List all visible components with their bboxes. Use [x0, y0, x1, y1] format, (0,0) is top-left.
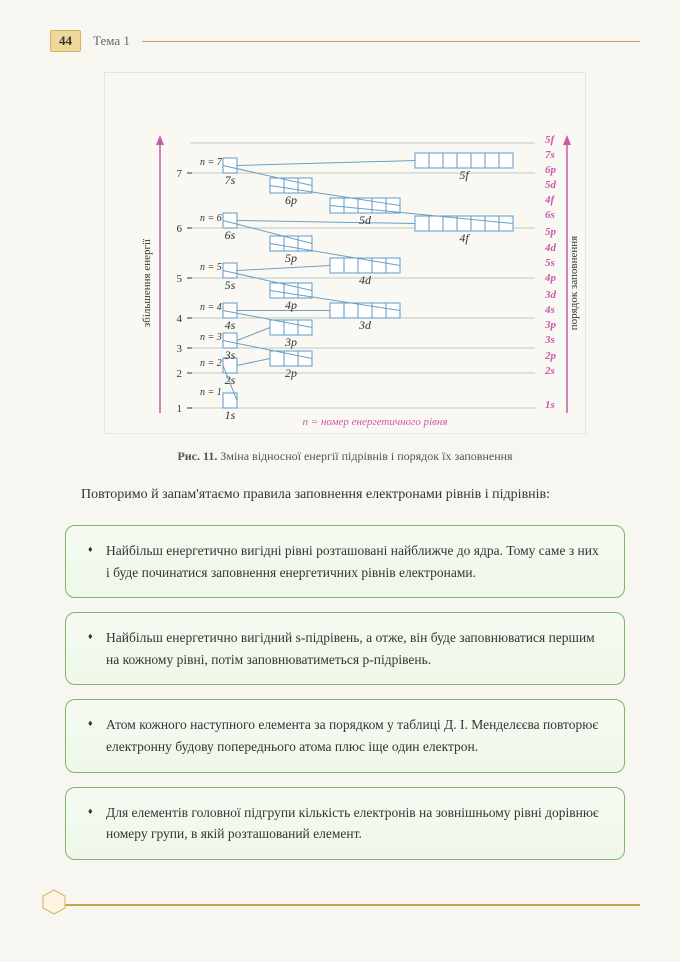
page-number: 44 [50, 30, 81, 52]
svg-text:збільшення енергії: збільшення енергії [141, 238, 153, 327]
svg-text:4p: 4p [285, 298, 297, 312]
rule-box: Атом кожного наступного елемента за поря… [65, 699, 625, 772]
rule-box: Найбільш енергетично вигідні рівні розта… [65, 525, 625, 598]
svg-text:4s: 4s [225, 318, 236, 332]
svg-text:3p: 3p [284, 335, 297, 349]
svg-text:n = 7: n = 7 [200, 157, 223, 168]
svg-text:1: 1 [177, 403, 183, 415]
svg-text:5d: 5d [359, 213, 372, 227]
svg-text:n = 2: n = 2 [200, 358, 222, 369]
rule-text: Найбільш енергетично вигідний s-підрівен… [88, 627, 602, 670]
svg-text:n = 1: n = 1 [200, 387, 222, 398]
rule-text: Найбільш енергетично вигідні рівні розта… [88, 540, 602, 583]
body-paragraph: Повторимо й запам'ятаємо правила заповне… [60, 484, 630, 505]
rule-text: Для елементів головної підгрупи кількіст… [88, 802, 602, 845]
svg-text:4f: 4f [459, 231, 470, 245]
svg-text:4s: 4s [544, 304, 555, 316]
svg-text:3d: 3d [358, 318, 372, 332]
svg-text:2p: 2p [285, 366, 297, 380]
svg-text:4d: 4d [544, 242, 557, 254]
svg-text:3p: 3p [544, 319, 557, 331]
svg-text:порядок заповнення: порядок заповнення [568, 236, 580, 330]
svg-text:3s: 3s [544, 334, 555, 346]
svg-text:n = 4: n = 4 [200, 302, 222, 313]
svg-text:5f: 5f [459, 168, 470, 182]
svg-text:4f: 4f [544, 194, 556, 206]
topic-label: Тема 1 [93, 33, 130, 49]
svg-text:6p: 6p [285, 193, 297, 207]
svg-text:5p: 5p [285, 251, 297, 265]
figure-caption-text: Зміна відносної енергії підрівнів і поря… [220, 449, 512, 463]
svg-text:4: 4 [177, 313, 183, 325]
svg-text:2s: 2s [544, 365, 555, 377]
svg-text:3s: 3s [224, 348, 236, 362]
energy-diagram: 1 2 3 4 5 6 7 n = 1 n = 2 n = 3 n = 4 n = 5 n = 6 n =… [104, 72, 586, 434]
svg-text:n = номер енергетичного рівня: n = номер енергетичного рівня [303, 416, 448, 428]
svg-text:3d: 3d [544, 289, 557, 301]
svg-text:4p: 4p [544, 272, 557, 284]
svg-text:1s: 1s [225, 408, 236, 422]
svg-text:n = 3: n = 3 [200, 332, 222, 343]
svg-text:4d: 4d [359, 273, 372, 287]
rule-box: Для елементів головної підгрупи кількіст… [65, 787, 625, 860]
page-header: 44 Тема 1 [50, 30, 640, 52]
header-rule [142, 41, 640, 42]
svg-text:1s: 1s [545, 399, 555, 411]
svg-text:2: 2 [177, 368, 183, 380]
rule-box: Найбільш енергетично вигідний s-підрівен… [65, 612, 625, 685]
footer-rule [50, 904, 640, 906]
svg-text:7: 7 [177, 168, 183, 180]
svg-text:5f: 5f [545, 134, 556, 146]
svg-text:7s: 7s [545, 149, 555, 161]
rule-text: Атом кожного наступного елемента за поря… [88, 714, 602, 757]
svg-text:5d: 5d [545, 179, 557, 191]
svg-text:7s: 7s [225, 173, 236, 187]
svg-text:5s: 5s [225, 278, 236, 292]
svg-text:5: 5 [177, 273, 183, 285]
svg-text:n = 6: n = 6 [200, 213, 222, 224]
svg-text:6s: 6s [225, 228, 236, 242]
hexagon-icon [40, 888, 68, 916]
svg-text:5s: 5s [545, 257, 555, 269]
svg-text:n = 5: n = 5 [200, 262, 222, 273]
figure-number: Рис. 11. [177, 449, 217, 463]
svg-text:3: 3 [177, 343, 183, 355]
svg-text:6: 6 [177, 223, 183, 235]
svg-text:6s: 6s [545, 209, 555, 221]
svg-text:6p: 6p [545, 164, 557, 176]
svg-text:5p: 5p [545, 226, 557, 238]
svg-text:2p: 2p [544, 350, 557, 362]
figure-caption: Рис. 11. Зміна відносної енергії підрівн… [50, 449, 640, 464]
